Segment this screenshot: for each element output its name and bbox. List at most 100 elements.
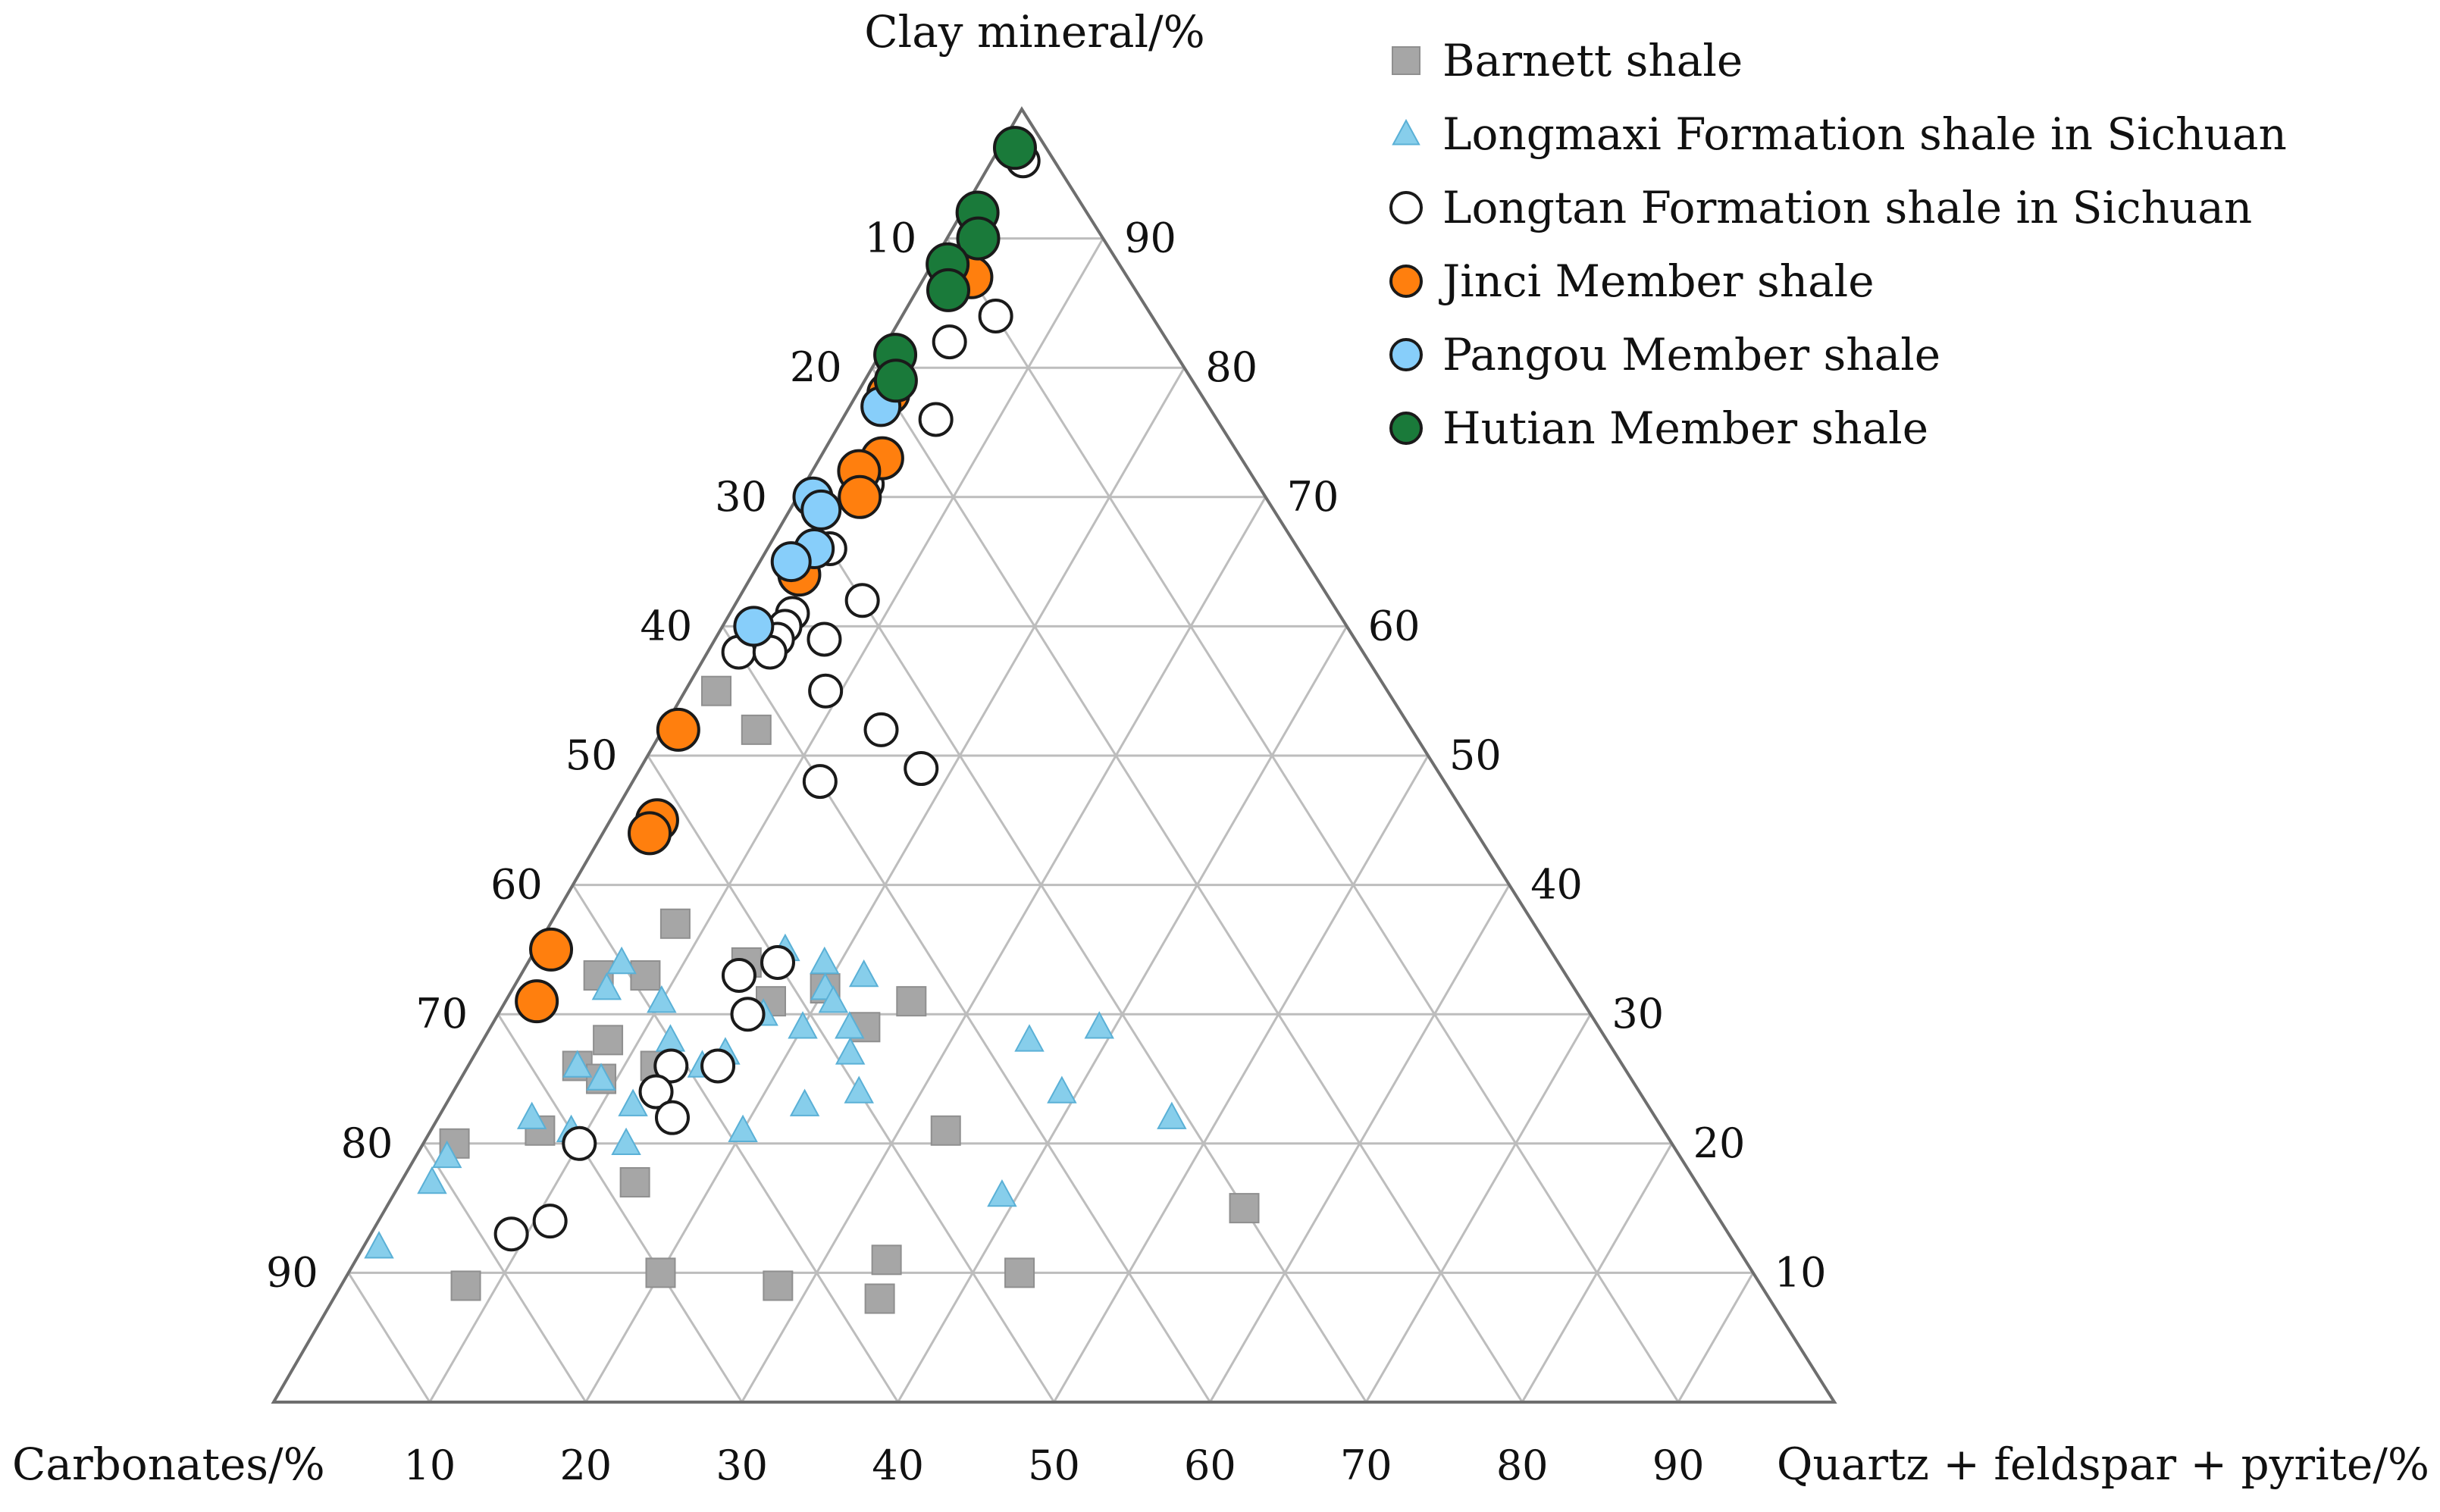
barnett-point <box>864 1283 895 1314</box>
longtan-point <box>721 958 756 994</box>
longmaxi-point <box>1157 1101 1187 1129</box>
longmaxi-point <box>647 985 677 1013</box>
jinci-point <box>529 927 574 972</box>
longtan-point <box>760 944 796 980</box>
longmaxi-point <box>835 1011 865 1039</box>
longtan-point <box>807 621 842 657</box>
jinci-point <box>628 811 672 856</box>
pangou-point <box>800 489 842 531</box>
grid-line-carbonate-90 <box>347 1272 431 1403</box>
longmaxi-point <box>987 1179 1017 1207</box>
top-axis-title: Clay mineral/% <box>864 6 1204 58</box>
bottom-tick-label: 20 <box>559 1442 612 1489</box>
grid-line-quartz-50 <box>1053 755 1430 1403</box>
barnett-point <box>763 1270 794 1301</box>
right-tick-label: 30 <box>1612 990 1664 1038</box>
longmaxi-point <box>848 959 879 988</box>
series-pangou <box>733 386 902 647</box>
longmaxi-point <box>431 1140 462 1169</box>
bottom-tick-label: 80 <box>1496 1442 1549 1489</box>
longtan-point <box>844 583 880 618</box>
longtan-point <box>700 1048 736 1084</box>
longmaxi-point <box>591 972 622 1000</box>
legend-label-longtan: Longtan Formation shale in Sichuan <box>1442 182 2252 233</box>
longmaxi-point <box>417 1166 447 1194</box>
longmaxi-point <box>606 946 637 975</box>
point-layer <box>364 126 1260 1314</box>
series-longmaxi <box>364 933 1187 1259</box>
longtan-point <box>562 1125 597 1161</box>
longmaxi-point <box>364 1231 394 1259</box>
barnett-point <box>645 1257 676 1288</box>
left-tick-label: 70 <box>415 990 468 1038</box>
legend-label-longmaxi: Longmaxi Formation shale in Sichuan <box>1442 108 2287 160</box>
bottom-tick-label: 30 <box>716 1442 768 1489</box>
barnett-point <box>896 986 927 1017</box>
grid-line-quartz-70 <box>1365 1013 1592 1403</box>
legend-label-jinci: Jinci Member shale <box>1439 255 1875 307</box>
left-tick-label: 90 <box>266 1248 318 1296</box>
series-hutian <box>873 126 1037 403</box>
grid-line-quartz-90 <box>1677 1272 1755 1403</box>
longtan-point <box>932 324 967 360</box>
longmaxi-point <box>810 946 840 975</box>
legend-label-hutian: Hutian Member shale <box>1442 402 1928 454</box>
hutian-point <box>956 216 1001 261</box>
longmaxi-point <box>788 1011 818 1039</box>
legend-marker-longtan <box>1389 191 1423 224</box>
longmaxi-point <box>835 1037 866 1065</box>
pangou-point <box>733 606 775 647</box>
grid-line-quartz-10 <box>428 237 1104 1403</box>
barnett-point <box>659 908 691 939</box>
barnett-point <box>930 1115 961 1146</box>
jinci-point <box>838 474 882 519</box>
longtan-point <box>978 298 1013 333</box>
longmaxi-point <box>562 1050 593 1078</box>
left-tick-label: 40 <box>640 602 692 650</box>
right-tick-label: 90 <box>1124 214 1176 262</box>
hutian-point <box>992 126 1037 171</box>
left-tick-label: 20 <box>790 343 842 391</box>
longtan-point <box>904 751 939 787</box>
legend-marker-barnett <box>1392 46 1420 75</box>
legend-label-pangou: Pangou Member shale <box>1442 329 1940 380</box>
right-tick-label: 10 <box>1774 1248 1827 1296</box>
longmaxi-point <box>586 1063 616 1091</box>
jinci-point <box>656 707 700 752</box>
hutian-point <box>926 268 970 312</box>
longmaxi-point <box>655 1024 686 1052</box>
legend-label-barnett: Barnett shale <box>1442 35 1743 86</box>
grid-line-carbonate-30 <box>796 496 1367 1403</box>
longtan-point <box>532 1204 568 1239</box>
barnett-point <box>593 1025 624 1056</box>
grid-line-carbonate-70 <box>496 1013 743 1403</box>
longmaxi-point <box>1084 1011 1114 1039</box>
triangle-frame <box>271 106 1837 1404</box>
right-axis-title: Quartz + feldspar + pyrite/% <box>1777 1438 2429 1490</box>
grid-line-carbonate-80 <box>422 1143 587 1403</box>
left-tick-label: 50 <box>565 731 618 779</box>
hutian-point <box>873 358 918 403</box>
barnett-point <box>1229 1193 1260 1224</box>
longmaxi-point <box>1047 1075 1077 1103</box>
tick-layer: 10 20 30 40 50 60 70 80 90 90 80 70 60 50 40 30 20 10 10 20… <box>266 214 1827 1489</box>
longtan-point <box>653 1048 689 1084</box>
bottom-tick-label: 60 <box>1184 1442 1236 1489</box>
legend-marker-longmaxi <box>1392 118 1420 146</box>
left-tick-label: 30 <box>715 473 767 521</box>
longmaxi-point <box>611 1127 641 1156</box>
longmaxi-point <box>818 985 849 1013</box>
grid-line-quartz-60 <box>1209 884 1511 1403</box>
barnett-point <box>871 1244 902 1276</box>
jinci-point <box>515 979 559 1024</box>
right-tick-label: 40 <box>1530 861 1583 909</box>
longtan-point <box>808 673 844 709</box>
right-tick-label: 60 <box>1368 602 1420 650</box>
grid-line-quartz-80 <box>1521 1143 1673 1403</box>
right-tick-label: 80 <box>1205 343 1258 391</box>
longmaxi-point <box>728 1114 758 1142</box>
grid-line-quartz-30 <box>741 496 1267 1403</box>
right-tick-label: 50 <box>1449 731 1502 779</box>
barnett-point <box>619 1166 650 1197</box>
